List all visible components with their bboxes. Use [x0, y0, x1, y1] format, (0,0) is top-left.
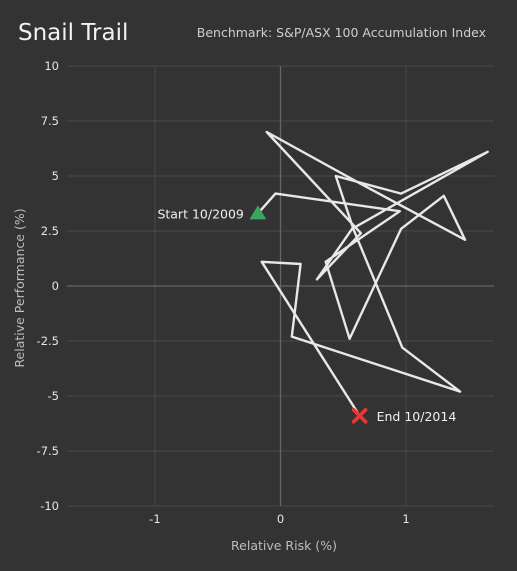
- snail-trail-line: [256, 130, 489, 417]
- start-label: Start 10/2009: [157, 206, 243, 221]
- axes: [67, 66, 494, 506]
- x-tick-label: 0: [277, 512, 284, 526]
- y-tick-label: 7.5: [41, 114, 59, 128]
- end-marker-stroke: [351, 407, 368, 424]
- x-tick-label: -1: [149, 512, 160, 526]
- y-tick-label: 10: [44, 59, 59, 73]
- y-tick-label: 5: [52, 169, 59, 183]
- x-axis-label: Relative Risk (%): [231, 538, 337, 553]
- start-marker: [249, 205, 267, 220]
- y-tick-label: -5: [48, 389, 59, 403]
- y-tick-label: 2.5: [41, 224, 59, 238]
- series: [256, 130, 489, 417]
- x-tick-label: 1: [402, 512, 409, 526]
- y-tick-label: 0: [52, 279, 59, 293]
- y-axis-label: Relative Performance (%): [12, 208, 27, 367]
- annotations: Start 10/2009 End 10/2014: [157, 205, 457, 424]
- tick-labels: 107.552.50-2.5-5-7.5-10-1 0 1: [37, 59, 410, 526]
- chart-subtitle: Benchmark: S&P/ASX 100 Accumulation Inde…: [197, 25, 486, 40]
- end-label: End 10/2014: [377, 409, 457, 424]
- end-marker: [351, 407, 368, 424]
- y-tick-label: -2.5: [37, 334, 59, 348]
- y-tick-label: -10: [40, 499, 59, 513]
- y-tick-label: -7.5: [37, 444, 59, 458]
- chart-title: Snail Trail: [18, 20, 128, 46]
